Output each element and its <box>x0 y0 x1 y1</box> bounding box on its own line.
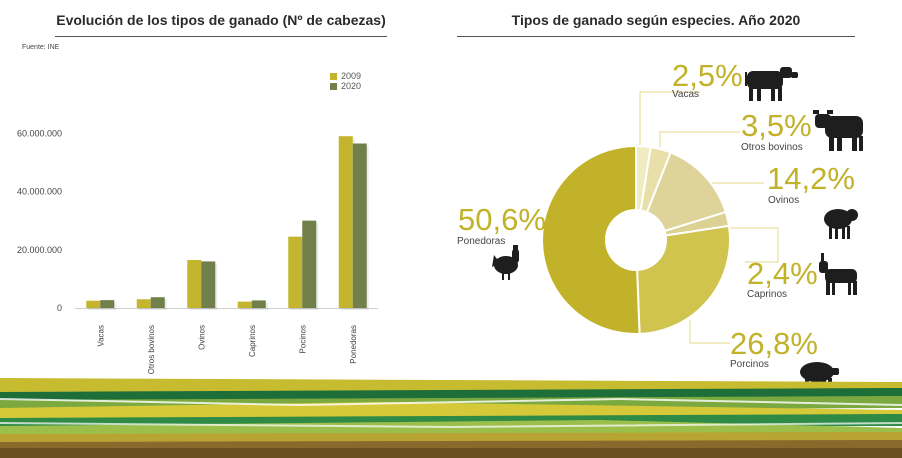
bar-2020 <box>201 261 216 308</box>
bar-2020 <box>352 143 367 308</box>
x-category-label: Ovinos <box>197 325 206 350</box>
pie-slice-ovinos <box>645 151 728 233</box>
bar-chart-title: Evolución de los tipos de ganado (Nº de … <box>56 12 386 28</box>
pie-slice-ponedoras <box>541 144 641 335</box>
pie-pct-ponedoras: 50,6% <box>458 202 546 237</box>
pie-label-ponedoras: Ponedoras <box>457 236 506 247</box>
pie-pct-vacas: 2,5% <box>672 58 743 93</box>
pie-pct-porcinos: 26,8% <box>730 326 818 361</box>
sheep-icon <box>824 209 858 239</box>
pie-label-caprinos: Caprinos <box>747 289 788 300</box>
bar-title-rule <box>55 36 387 37</box>
pie-label-otros-bovinos: Otros bovinos <box>741 142 803 153</box>
y-tick-label: 40.000.000 <box>17 187 62 197</box>
bar-2009 <box>187 259 202 308</box>
source-note: Fuente: INE <box>22 44 60 51</box>
y-tick-label: 0 <box>57 303 62 313</box>
y-tick-label: 60.000.000 <box>17 128 62 138</box>
legend-swatch-2009 <box>330 72 337 80</box>
bar-2020 <box>150 297 165 308</box>
legend-item-2009: 2009 <box>330 71 361 81</box>
pie-label-ovinos: Ovinos <box>768 195 800 206</box>
goat-icon <box>819 253 857 295</box>
x-category-label: Otros bovinos <box>147 325 156 374</box>
legend-label-2009: 2009 <box>341 71 362 81</box>
bar-2009 <box>237 301 252 308</box>
pie-pct-otros-bovinos: 3,5% <box>741 108 812 143</box>
bar-2009 <box>288 236 303 308</box>
bar-2020 <box>251 300 266 308</box>
pie-pct-caprinos: 2,4% <box>747 256 818 291</box>
pie-chart-title: Tipos de ganado según especies. Año 2020 <box>511 12 801 28</box>
bar-2009 <box>136 299 151 308</box>
y-tick-label: 20.000.000 <box>17 245 62 255</box>
pie-title-rule <box>457 36 855 37</box>
pie-pct-ovinos: 14,2% <box>767 161 855 196</box>
cow-icon <box>745 67 798 101</box>
legend-label-2020: 2020 <box>341 81 362 91</box>
legend-swatch-2020 <box>330 82 337 90</box>
bar-2020 <box>100 300 115 308</box>
bar-2020 <box>302 220 317 308</box>
bar-2009 <box>86 300 101 308</box>
pie-label-porcinos: Porcinos <box>730 359 769 370</box>
bar-2009 <box>338 136 353 308</box>
rooster-icon <box>492 245 519 280</box>
bull-icon <box>813 110 863 151</box>
x-category-label: Caprinos <box>248 325 257 357</box>
x-category-label: Pocinos <box>298 325 307 353</box>
pie-label-vacas: Vacas <box>672 89 700 100</box>
legend-item-2020: 2020 <box>330 81 361 91</box>
x-category-label: Ponedoras <box>349 325 358 364</box>
pie-slice-porcinos <box>636 224 731 335</box>
x-category-label: Vacas <box>96 325 105 347</box>
